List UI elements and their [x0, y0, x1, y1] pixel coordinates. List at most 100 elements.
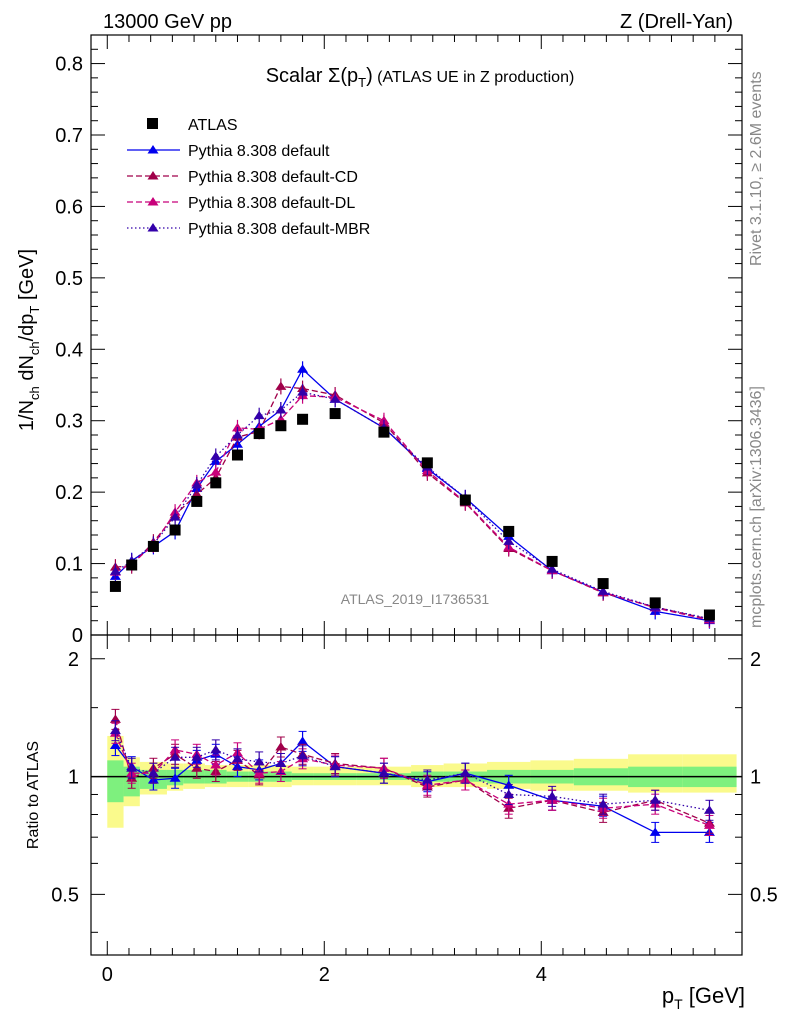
svg-text:1/Nch dNch/dpT [GeV]: 1/Nch dNch/dpT [GeV]	[16, 249, 42, 431]
data-point	[297, 750, 309, 760]
header-right: Z (Drell-Yan)	[620, 11, 733, 33]
data-point	[503, 789, 515, 798]
data-point	[191, 480, 203, 489]
xlabel-rest: [GeV]	[683, 983, 745, 1008]
y-tick-label: 0.4	[55, 339, 83, 361]
legend-label: Pythia 8.308 default-DL	[188, 195, 355, 212]
data-point	[109, 580, 121, 592]
data-point	[169, 752, 181, 761]
legend-marker	[147, 197, 159, 206]
main-title-close: )	[366, 65, 373, 87]
y-tick-label: 0.5	[55, 268, 83, 290]
data-point	[210, 477, 222, 489]
data-point	[275, 758, 287, 767]
data-point	[297, 736, 309, 745]
ratio-ylabel: Ratio to ATLAS	[25, 741, 42, 849]
data-point	[126, 559, 138, 571]
data-point	[275, 742, 287, 751]
data-point	[597, 586, 609, 595]
y-tick-label: 0.8	[55, 54, 83, 76]
data-point	[275, 405, 287, 414]
x-tick-label: 4	[536, 964, 547, 986]
data-point	[109, 566, 121, 575]
data-point	[649, 795, 661, 804]
data-point	[253, 410, 265, 420]
ratio-y-tick-label: 2	[68, 649, 79, 671]
data-point	[210, 744, 222, 754]
data-point	[126, 763, 138, 772]
ratio-series-pythia-8-308-default-mbr	[109, 720, 715, 821]
data-point	[231, 449, 243, 461]
y-tick-label: 0.1	[55, 554, 83, 576]
legend-marker	[147, 223, 159, 232]
x-tick-label: 2	[319, 964, 330, 986]
main-title-sub: T	[358, 75, 366, 90]
data-point	[169, 512, 181, 521]
data-point	[597, 578, 609, 590]
x-tick-label: 0	[102, 964, 113, 986]
legend-item: Pythia 8.308 default	[127, 143, 330, 160]
data-point	[459, 494, 471, 506]
data-point	[329, 408, 341, 420]
data-point	[109, 740, 121, 750]
data-point	[109, 725, 121, 735]
series-line	[114, 368, 710, 622]
data-point	[147, 540, 159, 552]
legend-label: ATLAS	[188, 117, 238, 134]
main-ylabel: 1/Nch dNch/dpT [GeV]	[16, 249, 42, 431]
main-title-rest: (ATLAS UE in Z production)	[373, 69, 575, 86]
legend-item: Pythia 8.308 default-CD	[127, 169, 358, 186]
xlabel: pT [GeV]	[662, 983, 745, 1012]
data-point	[546, 564, 558, 573]
data-point	[546, 791, 558, 800]
y-tick-label: 0.6	[55, 196, 83, 218]
y-tick-label: 0.2	[55, 482, 83, 504]
data-point	[503, 536, 515, 545]
series-atlas	[109, 408, 715, 621]
data-point	[253, 768, 265, 777]
data-point	[378, 426, 390, 438]
legend-label: Pythia 8.308 default-MBR	[188, 221, 370, 238]
data-point	[297, 387, 309, 396]
legend-item: Pythia 8.308 default-MBR	[127, 221, 370, 238]
data-point	[649, 827, 661, 836]
data-point	[703, 820, 715, 829]
data-point	[210, 451, 222, 460]
data-point	[297, 413, 309, 425]
data-point	[231, 430, 243, 439]
data-point	[253, 428, 265, 440]
y-tick-label: 0.3	[55, 411, 83, 433]
legend-label: Pythia 8.308 default	[188, 143, 330, 160]
ratio-y-tick-label-right: 0.5	[750, 884, 778, 906]
data-point	[421, 457, 433, 469]
data-point	[546, 555, 558, 567]
legend-item: ATLAS	[147, 117, 238, 134]
data-point	[253, 756, 265, 766]
data-point	[297, 364, 309, 373]
data-point	[459, 768, 471, 777]
data-point	[649, 597, 661, 609]
data-point	[231, 753, 243, 763]
xlabel-sub: T	[674, 996, 683, 1012]
data-point	[597, 799, 609, 808]
y-tick-label: 0.7	[55, 125, 83, 147]
series-line	[115, 395, 710, 621]
data-point	[191, 495, 203, 507]
data-point	[191, 752, 203, 761]
data-point	[421, 775, 433, 784]
analysis-watermark: ATLAS_2019_I1736531	[341, 591, 490, 607]
main-title-main: Scalar Σ(p	[266, 65, 358, 87]
rivet-label: Rivet 3.1.10, ≥ 2.6M events	[748, 71, 765, 266]
data-point	[147, 768, 159, 777]
legend-marker	[147, 145, 159, 154]
data-point	[329, 761, 341, 771]
header-left: 13000 GeV pp	[103, 11, 232, 33]
data-point	[703, 609, 715, 621]
mcplots-label: mcplots.cern.ch [arXiv:1306.3436]	[748, 386, 765, 628]
data-point	[210, 467, 222, 476]
ratio-y-tick-label: 1	[68, 767, 79, 789]
legend-label: Pythia 8.308 default-CD	[188, 169, 358, 186]
y-tick-label: 0	[72, 625, 83, 647]
ratio-plot-frame	[90, 634, 743, 956]
